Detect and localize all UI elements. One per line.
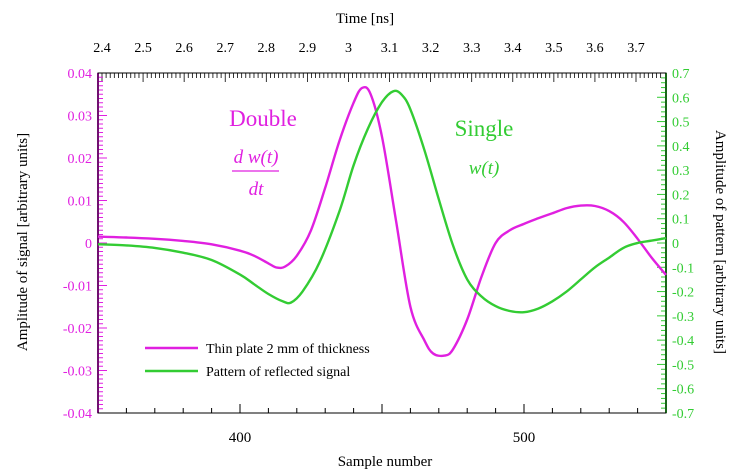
- top-tick-label: 2.7: [216, 41, 234, 56]
- bottom-axis: 400 500: [97, 404, 667, 446]
- y-right-tick-label: -0.2: [672, 286, 694, 301]
- y-right-tick-label: 0.2: [672, 188, 690, 203]
- legend-label-pattern: Pattern of reflected signal: [206, 365, 350, 380]
- y-right-tick-label: -0.6: [672, 383, 694, 398]
- y-left-tick-label: -0.02: [63, 322, 92, 337]
- series-line-signal: [97, 85, 667, 358]
- y-left-tick-label: 0.04: [68, 67, 93, 82]
- top-tick-label: 2.6: [175, 41, 193, 56]
- y-left-tick-label: 0.02: [68, 152, 93, 167]
- annotation-double: Double: [229, 106, 297, 131]
- top-tick-label: 3.4: [504, 41, 522, 56]
- y-axis-right-title: Amplitude of pattern [arbitrary units]: [712, 130, 728, 354]
- annotation-single-formula: w(t): [469, 158, 500, 179]
- y-left-tick-label: -0.04: [63, 407, 92, 422]
- top-axis: 2.4 2.5 2.6 2.7 2.8 2.9 3 3.1 3.2 3.3 3.4 3.5 3.6 3.7: [93, 41, 662, 82]
- top-tick-label: 3.2: [422, 41, 440, 56]
- y-right-tick-label: 0.4: [672, 140, 690, 155]
- y-right-tick-label: -0.3: [672, 310, 694, 325]
- y-right-tick-label: -0.7: [672, 407, 694, 422]
- y-axis-left-title: Amplitude of signal [arbitrary units]: [15, 133, 31, 351]
- top-tick-label: 3.7: [627, 41, 645, 56]
- annotation-double-denominator: dt: [249, 179, 265, 200]
- y-right-tick-label: 0.3: [672, 164, 690, 179]
- y-right-tick-label: 0.7: [672, 67, 690, 82]
- y-right-tick-label: -0.1: [672, 261, 694, 276]
- y-left-tick-label: -0.03: [63, 365, 92, 380]
- series-line-pattern: [97, 89, 667, 314]
- top-tick-label: 3.5: [545, 41, 563, 56]
- right-axis: -0.7 -0.6 -0.5 -0.4 -0.3 -0.2 -0.1 0 0.1 0.2 0.3 0.…: [657, 67, 694, 422]
- x-tick-label: 400: [229, 430, 252, 446]
- top-tick-label: 3.1: [381, 41, 399, 56]
- y-right-tick-label: 0.1: [672, 213, 690, 228]
- annotation-single: Single: [455, 116, 514, 141]
- top-tick-label: 3: [345, 41, 352, 56]
- top-tick-label: 3.3: [463, 41, 481, 56]
- top-axis-title: Time [ns]: [336, 11, 394, 27]
- y-right-tick-label: 0: [672, 237, 679, 252]
- y-left-tick-label: 0: [85, 237, 92, 252]
- y-right-tick-label: 0.6: [672, 91, 690, 106]
- legend: Thin plate 2 mm of thickness Pattern of …: [145, 342, 370, 380]
- annotation-double-numerator: d w(t): [234, 147, 279, 168]
- x-axis-title: Sample number: [338, 454, 433, 470]
- series-layer: [97, 85, 667, 358]
- top-tick-label: 2.8: [258, 41, 276, 56]
- plot-frame: [97, 72, 667, 414]
- y-right-tick-label: -0.5: [672, 358, 694, 373]
- x-tick-label: 500: [513, 430, 536, 446]
- legend-label-signal: Thin plate 2 mm of thickness: [206, 342, 370, 357]
- top-tick-label: 2.5: [134, 41, 152, 56]
- top-tick-label: 2.4: [93, 41, 111, 56]
- y-right-tick-label: -0.4: [672, 334, 694, 349]
- y-left-tick-label: 0.01: [68, 195, 93, 210]
- y-right-tick-label: 0.5: [672, 116, 690, 131]
- y-left-tick-label: -0.01: [63, 280, 92, 295]
- top-tick-label: 3.6: [586, 41, 604, 56]
- y-left-tick-label: 0.03: [68, 110, 93, 125]
- top-tick-label: 2.9: [299, 41, 317, 56]
